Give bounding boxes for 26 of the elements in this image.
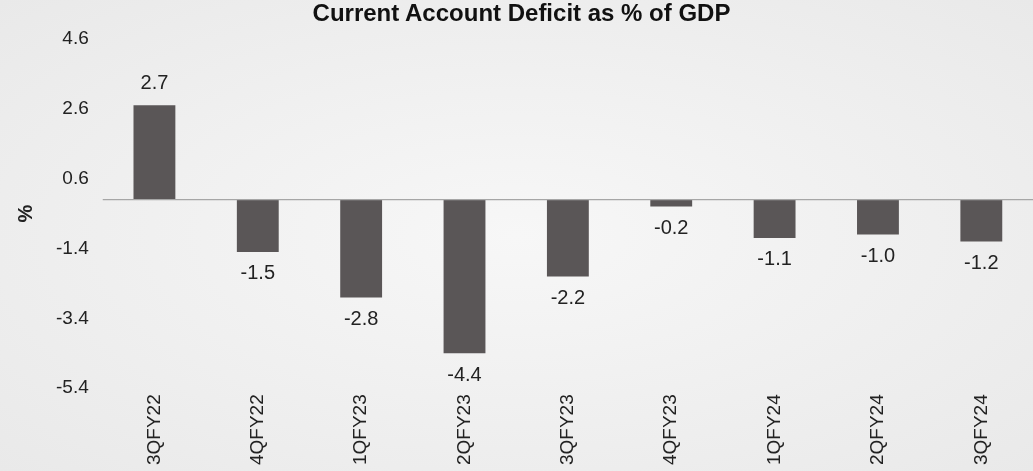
- x-tick-label: 4QFY22: [246, 394, 268, 466]
- y-tick-label: 4.6: [62, 27, 89, 49]
- data-label: -2.8: [343, 306, 379, 329]
- y-tick-label: 2.6: [62, 96, 89, 118]
- x-tick-label: 3QFY22: [142, 394, 164, 466]
- x-tick-label: 3QFY23: [556, 394, 578, 466]
- x-tick-label: 2QFY23: [452, 394, 474, 466]
- data-label: -1.0: [860, 244, 896, 266]
- data-label: -2.2: [550, 285, 586, 308]
- data-label: -1.2: [964, 250, 999, 273]
- y-axis-title: %: [13, 204, 36, 223]
- y-tick-label: -3.4: [55, 306, 90, 328]
- data-label: -1.5: [240, 261, 276, 284]
- y-tick-label: 0.6: [62, 166, 89, 188]
- y-tick-label: -5.4: [55, 376, 90, 398]
- x-tick-label: 1QFY24: [762, 393, 784, 466]
- chart-title: Current Account Deficit as % of GDP: [312, 0, 731, 27]
- x-tick-label: 1QFY23: [349, 394, 371, 466]
- data-label: -1.1: [757, 247, 792, 270]
- data-label: 2.7: [140, 70, 169, 93]
- x-tick-label: 3QFY24: [969, 393, 991, 466]
- y-tick-label: -1.4: [55, 236, 90, 258]
- x-tick-label: 2QFY24: [866, 393, 888, 466]
- data-label: -0.2: [654, 216, 689, 239]
- data-label: -4.4: [447, 362, 482, 385]
- x-tick-label: 4QFY23: [659, 394, 681, 466]
